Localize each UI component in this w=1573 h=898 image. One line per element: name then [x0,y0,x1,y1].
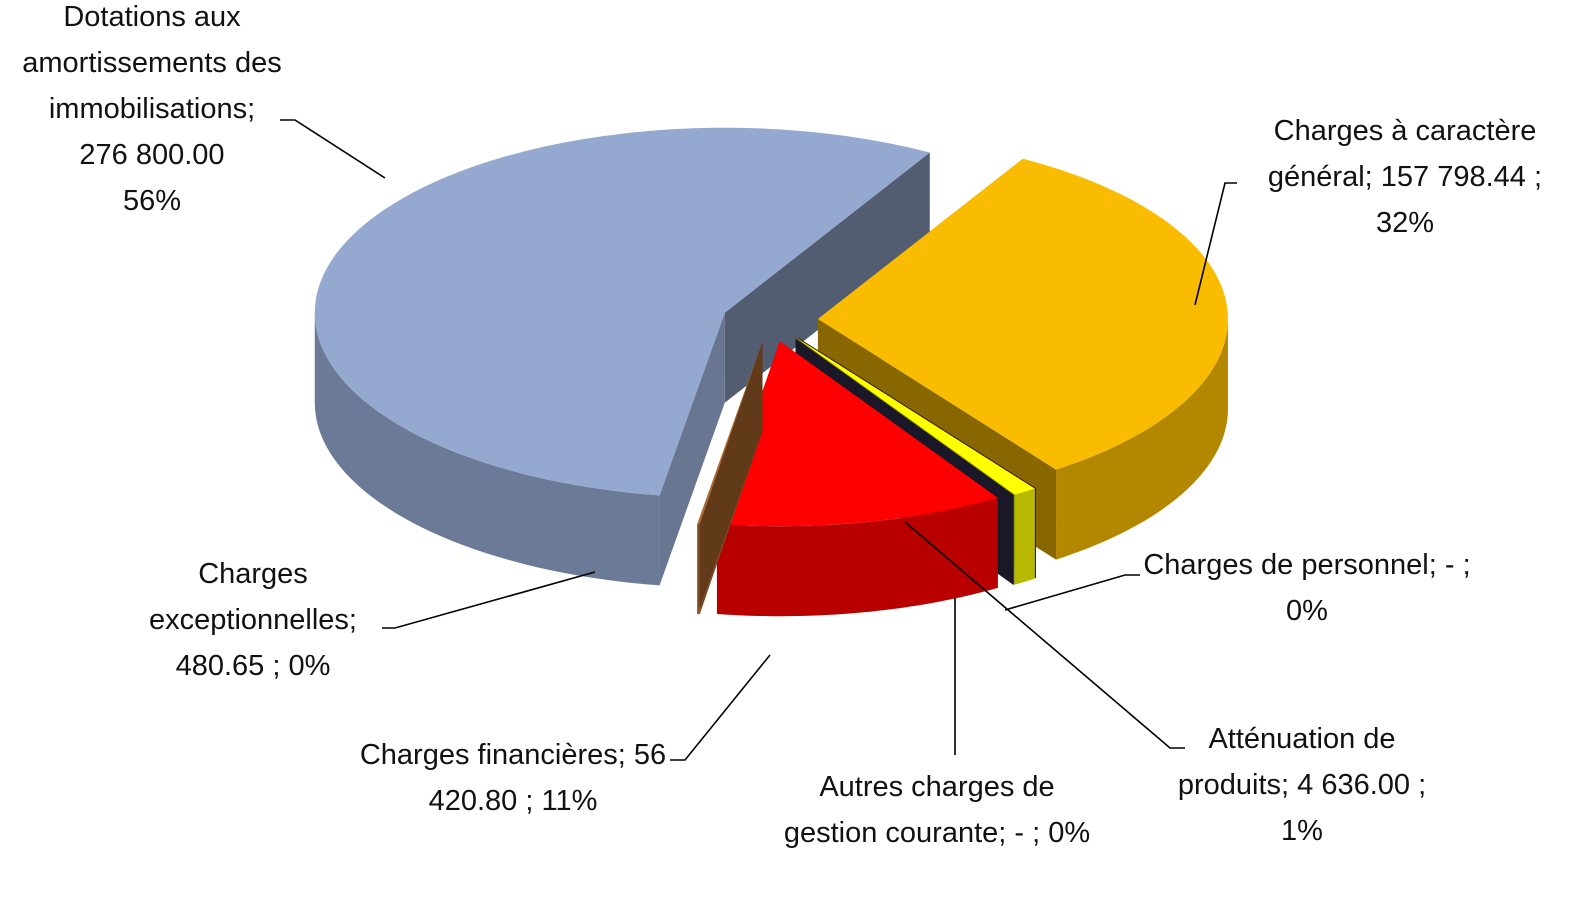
pie-slice [697,341,763,615]
label-part: ; [1281,769,1290,801]
label-part: Autres charges de gestion courante [783,771,1055,849]
slice-outer-wall [1056,318,1228,560]
label-part: ; [247,93,256,125]
label-part: - [1444,549,1455,581]
label-part: 56% [122,185,182,217]
label-part: 1% [1281,815,1323,847]
label-part: ; [1032,817,1041,849]
label-part: Charges de personnel [1143,549,1429,581]
slice-top [697,341,763,525]
slice-top [716,341,998,527]
label-part: Charges financières [359,739,618,771]
label-part: 0% [1286,595,1328,627]
label-part: 0% [1048,817,1091,849]
data-label: Autres charges de gestion courante; - ; … [772,764,1102,856]
label-part: ; [617,739,626,771]
label-part: 11% [541,785,598,817]
label-part: ; [272,650,281,682]
slice-side-wall [659,312,725,586]
slice-top [796,337,1035,495]
label-part: 276 800.00 [79,139,225,171]
slice-top [817,158,1228,470]
label-part: ; [1364,161,1373,193]
leader-line [1004,574,1140,611]
slice-outer-wall [697,524,700,615]
slice-outer-wall [716,497,998,617]
data-label: Charges financières; 56 420.80 ; 11% [353,732,673,824]
slice-outer-wall [314,312,660,586]
label-part: Charges à caractère général [1267,115,1537,193]
label-part: 480.65 [175,650,265,682]
slice-outer-wall [1014,488,1035,585]
slice-top [314,127,930,496]
leader-line [904,521,1185,749]
leader-line [382,571,596,629]
label-part: ; [1534,161,1543,193]
pie-slice [314,127,930,586]
label-part: 0% [288,650,331,682]
data-label: Atténuation de produits; 4 636.00 ; 1% [1177,716,1427,854]
label-part: ; [348,604,357,636]
label-part: 4 636.00 [1297,769,1411,801]
label-part: ; [998,817,1007,849]
data-label: Charges à caractère général; 157 798.44 … [1240,108,1570,246]
label-part: 157 798.44 [1380,161,1526,193]
leader-line [280,119,386,179]
slice-side-wall [724,152,930,403]
leader-line [1194,182,1237,306]
leader-line [670,654,771,761]
label-part: ; [1418,769,1427,801]
data-label: Charges exceptionnelles; 480.65 ; 0% [128,551,378,689]
slice-side-wall [697,341,763,615]
label-part: Atténuation de produits [1177,723,1396,801]
pie-slice [716,341,998,617]
label-part: ; [525,785,534,817]
data-label: Dotations aux amortissements des immobil… [0,0,312,224]
label-part: ; [1462,549,1471,581]
label-part: ; [1428,549,1437,581]
label-part: - [1014,817,1025,849]
label-part: Charges exceptionnelles [149,558,349,636]
label-part: 56 420.80 [428,739,667,817]
label-part: 32% [1375,207,1435,239]
data-label: Charges de personnel; - ; 0% [1127,542,1487,634]
label-part: Dotations aux amortissements des immobil… [22,1,282,125]
